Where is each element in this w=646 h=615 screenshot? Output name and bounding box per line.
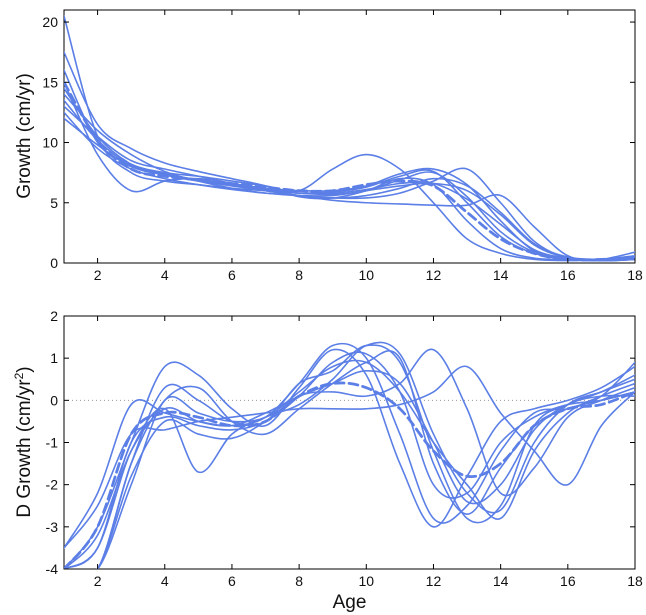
growth-chart-series-layer [64, 15, 635, 262]
growth-series-line-10 [64, 99, 635, 261]
d-growth-ylabel-main: D Growth (cm/yr [14, 379, 35, 518]
growth-ytick-label-5: 5 [50, 195, 58, 211]
growth-series-line-3 [64, 69, 635, 262]
growth-series-line-1 [64, 15, 635, 261]
growth-series-line-7 [64, 111, 635, 262]
growth-series-line-6 [64, 105, 635, 261]
d-growth-series-line-4 [64, 341, 635, 569]
d-growth-chart-series-layer [64, 341, 635, 569]
growth-series-line-5 [64, 93, 635, 262]
growth-chart-ylabel: Growth (cm/yr) [14, 73, 35, 199]
growth-ytick-label-0: 0 [50, 255, 58, 271]
d-growth-xtick-label-8: 8 [295, 573, 303, 589]
d-growth-series-line-11-mean [64, 381, 635, 569]
growth-chart-panel: 2 4 6 8 10 12 14 16 18 0 5 10 15 20 Growth (cm/yr) [14, 9, 643, 283]
d-growth-ylabel-sup: 2 [12, 372, 26, 379]
growth-ytick-label-20: 20 [42, 14, 58, 30]
growth-xtick-label-10: 10 [359, 267, 375, 283]
d-growth-series-line-7 [64, 365, 635, 549]
d-growth-xtick-label-12: 12 [426, 573, 442, 589]
d-growth-xtick-label-16: 16 [560, 573, 576, 589]
d-growth-ytick-label--4: -4 [46, 561, 59, 577]
d-growth-ytick-label--1: -1 [46, 435, 59, 451]
growth-xtick-label-4: 4 [161, 267, 169, 283]
growth-xtick-label-16: 16 [560, 267, 576, 283]
growth-xtick-label-18: 18 [627, 267, 643, 283]
growth-chart-frame [63, 9, 636, 264]
d-growth-xtick-label-2: 2 [94, 573, 102, 589]
growth-chart-ticks-layer: 2 4 6 8 10 12 14 16 18 0 5 10 15 20 [42, 10, 643, 283]
growth-series-line-11-mean [64, 80, 635, 262]
d-growth-series-line-3 [64, 344, 635, 569]
growth-xtick-label-14: 14 [493, 267, 509, 283]
d-growth-ytick-label-2: 2 [50, 308, 58, 324]
d-growth-ytick-label-0: 0 [50, 392, 58, 408]
d-growth-xtick-label-18: 18 [627, 573, 643, 589]
growth-xtick-label-12: 12 [426, 267, 442, 283]
d-growth-ytick-label--2: -2 [46, 477, 59, 493]
d-growth-series-line-2 [64, 348, 635, 569]
growth-ytick-label-10: 10 [42, 135, 58, 151]
growth-xtick-label-8: 8 [295, 267, 303, 283]
d-growth-series-line-10 [64, 351, 635, 569]
d-growth-series-line-6 [64, 348, 635, 569]
d-growth-ytick-label-1: 1 [50, 350, 58, 366]
d-growth-ylabel-end: ) [14, 366, 35, 372]
d-growth-series-line-1 [64, 342, 635, 549]
growth-xtick-label-6: 6 [228, 267, 236, 283]
d-growth-chart-ylabel: D Growth (cm/yr2) [12, 366, 35, 517]
d-growth-xtick-label-10: 10 [359, 573, 375, 589]
d-growth-xtick-label-6: 6 [228, 573, 236, 589]
d-growth-series-line-9 [64, 370, 635, 569]
d-growth-xtick-label-14: 14 [493, 573, 509, 589]
d-growth-xtick-label-4: 4 [161, 573, 169, 589]
d-growth-ytick-label--3: -3 [46, 519, 59, 535]
growth-ytick-label-15: 15 [42, 74, 58, 90]
growth-xtick-label-2: 2 [94, 267, 102, 283]
d-growth-chart-xlabel: Age [333, 592, 367, 613]
growth-series-line-2 [64, 51, 635, 262]
